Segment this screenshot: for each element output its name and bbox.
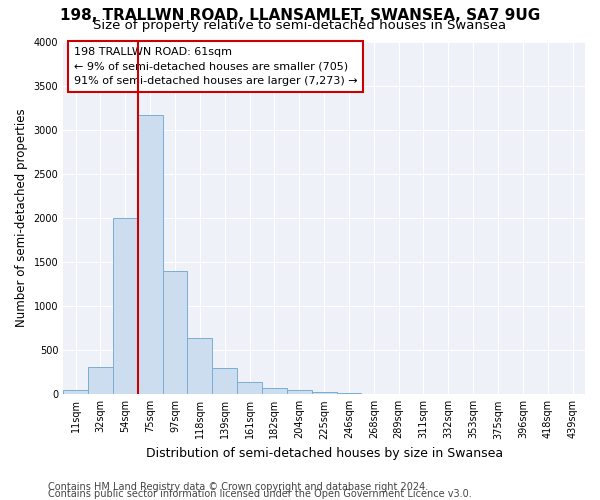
X-axis label: Distribution of semi-detached houses by size in Swansea: Distribution of semi-detached houses by … — [146, 447, 503, 460]
Text: 198, TRALLWN ROAD, LLANSAMLET, SWANSEA, SA7 9UG: 198, TRALLWN ROAD, LLANSAMLET, SWANSEA, … — [60, 8, 540, 22]
Bar — [287, 390, 311, 394]
Bar — [163, 271, 187, 394]
Y-axis label: Number of semi-detached properties: Number of semi-detached properties — [15, 108, 28, 327]
Bar — [187, 338, 212, 394]
Bar — [262, 388, 287, 394]
Text: Size of property relative to semi-detached houses in Swansea: Size of property relative to semi-detach… — [94, 19, 506, 32]
Bar — [63, 390, 88, 394]
Bar — [212, 368, 237, 394]
Text: 198 TRALLWN ROAD: 61sqm
← 9% of semi-detached houses are smaller (705)
91% of se: 198 TRALLWN ROAD: 61sqm ← 9% of semi-det… — [74, 47, 357, 86]
Bar — [138, 114, 163, 394]
Text: Contains public sector information licensed under the Open Government Licence v3: Contains public sector information licen… — [48, 489, 472, 499]
Bar — [88, 367, 113, 394]
Bar — [311, 392, 337, 394]
Bar — [237, 382, 262, 394]
Bar — [113, 218, 138, 394]
Text: Contains HM Land Registry data © Crown copyright and database right 2024.: Contains HM Land Registry data © Crown c… — [48, 482, 428, 492]
